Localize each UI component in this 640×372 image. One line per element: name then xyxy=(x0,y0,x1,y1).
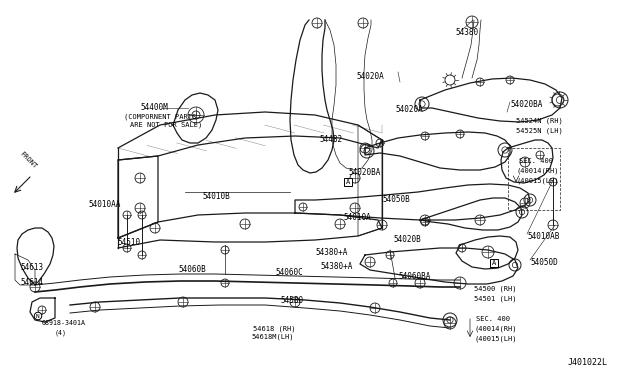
Text: N: N xyxy=(36,314,40,318)
Text: 54500 (RH): 54500 (RH) xyxy=(474,285,516,292)
Text: 54525N (LH): 54525N (LH) xyxy=(516,128,563,135)
Text: 54010AB: 54010AB xyxy=(527,232,559,241)
Text: (40014(RH): (40014(RH) xyxy=(474,326,516,333)
Text: 54580: 54580 xyxy=(280,296,303,305)
Text: A: A xyxy=(346,179,350,185)
Text: ARE NOT FOR SALE): ARE NOT FOR SALE) xyxy=(130,122,202,128)
Text: 54501 (LH): 54501 (LH) xyxy=(474,295,516,301)
Text: (40015(LH): (40015(LH) xyxy=(517,178,559,185)
Text: 54020B: 54020B xyxy=(393,235,420,244)
Text: (40014(RH): (40014(RH) xyxy=(517,168,559,174)
Text: 54482: 54482 xyxy=(319,135,342,144)
Text: 54510: 54510 xyxy=(117,238,140,247)
Text: SEC. 400: SEC. 400 xyxy=(519,158,553,164)
Text: 54060B: 54060B xyxy=(178,265,205,274)
Text: FRONT: FRONT xyxy=(19,151,38,170)
Text: 54618 (RH): 54618 (RH) xyxy=(253,325,296,331)
Text: 54380+A: 54380+A xyxy=(320,262,353,271)
Text: 54613: 54613 xyxy=(20,263,43,272)
Text: 54060C: 54060C xyxy=(275,268,303,277)
Text: J401022L: J401022L xyxy=(568,358,608,367)
Text: (COMPORNENT PARTS: (COMPORNENT PARTS xyxy=(124,113,196,119)
Text: 08918-3401A: 08918-3401A xyxy=(42,320,86,326)
Text: 54010AA: 54010AA xyxy=(88,200,120,209)
Text: 54380: 54380 xyxy=(455,28,478,37)
Text: A: A xyxy=(492,260,496,266)
Text: 54400M: 54400M xyxy=(140,103,168,112)
Text: 54614: 54614 xyxy=(20,278,43,287)
Text: 54020A: 54020A xyxy=(395,105,423,114)
Text: 54010A: 54010A xyxy=(343,213,371,222)
Text: 54618M(LH): 54618M(LH) xyxy=(251,334,294,340)
Text: 54020BA: 54020BA xyxy=(348,168,380,177)
Text: 54524N (RH): 54524N (RH) xyxy=(516,118,563,125)
Text: 54050B: 54050B xyxy=(382,195,410,204)
Text: 54050D: 54050D xyxy=(530,258,557,267)
Text: 54020BA: 54020BA xyxy=(510,100,542,109)
Text: 54010B: 54010B xyxy=(202,192,230,201)
Text: (4): (4) xyxy=(55,330,67,337)
Text: 54380+A: 54380+A xyxy=(315,248,348,257)
Text: SEC. 400: SEC. 400 xyxy=(476,316,510,322)
Text: (40015(LH): (40015(LH) xyxy=(474,336,516,343)
Text: 54060BA: 54060BA xyxy=(398,272,430,281)
Text: 54020A: 54020A xyxy=(356,72,384,81)
